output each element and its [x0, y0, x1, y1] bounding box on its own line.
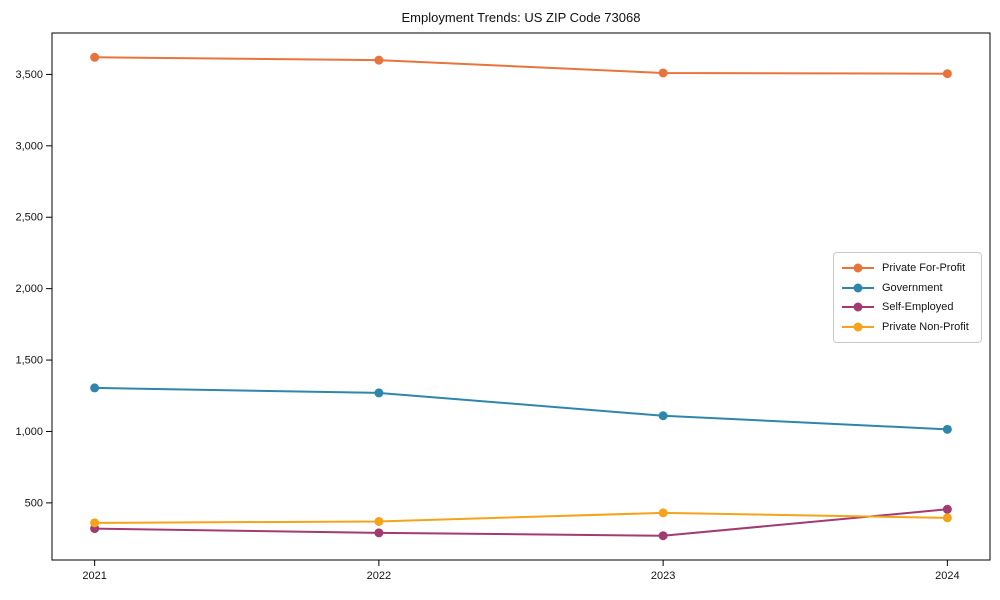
data-point-marker — [942, 424, 952, 434]
data-point-marker — [90, 52, 100, 62]
y-tick-label: 2,000 — [15, 283, 43, 295]
series-line — [94, 511, 948, 524]
legend-label: Private For-Profit — [882, 262, 966, 274]
legend-series-marker-icon — [842, 283, 874, 293]
data-point-marker — [942, 513, 952, 523]
data-point-marker — [90, 383, 100, 393]
y-tick-label: 1,000 — [15, 426, 43, 438]
y-tick-label: 500 — [25, 497, 43, 509]
data-point-marker — [90, 518, 100, 528]
x-tick-label: 2023 — [651, 570, 675, 582]
data-point-marker — [942, 504, 952, 514]
data-point-marker — [658, 68, 668, 78]
chart-title: Employment Trends: US ZIP Code 73068 — [401, 10, 641, 25]
legend-series-marker-icon — [842, 302, 874, 312]
legend-label: Self-Employed — [882, 301, 954, 314]
data-point-marker — [374, 55, 384, 65]
legend-item: Government — [842, 279, 973, 297]
legend-item: Private Non-Profit — [842, 318, 973, 336]
x-tick-label: 2024 — [935, 570, 959, 582]
data-point-marker — [374, 516, 384, 526]
series-line — [94, 386, 948, 431]
legend-label: Government — [882, 281, 943, 294]
legend-label: Private Non-Profit — [882, 320, 969, 333]
data-point-marker — [658, 531, 668, 541]
legend-series-marker-icon — [842, 263, 874, 273]
data-point-marker — [942, 69, 952, 79]
legend-item: Self-Employed — [842, 298, 973, 316]
legend-item: Private For-Profit — [842, 259, 973, 277]
data-point-marker — [658, 508, 668, 518]
y-tick-label: 1,500 — [15, 355, 43, 367]
y-tick-label: 2,500 — [15, 212, 43, 224]
x-tick-label: 2022 — [367, 570, 391, 582]
data-point-marker — [374, 388, 384, 398]
legend-series-marker-icon — [842, 322, 874, 332]
y-tick-label: 3,500 — [15, 69, 43, 81]
data-point-marker — [374, 528, 384, 538]
data-point-marker — [658, 411, 668, 421]
series-line — [94, 56, 948, 75]
x-tick-label: 2021 — [82, 570, 106, 582]
legend: Private For-Profit Government Self-Employe… — [833, 252, 982, 343]
y-tick-label: 3,000 — [15, 140, 43, 152]
series-line — [94, 508, 948, 537]
